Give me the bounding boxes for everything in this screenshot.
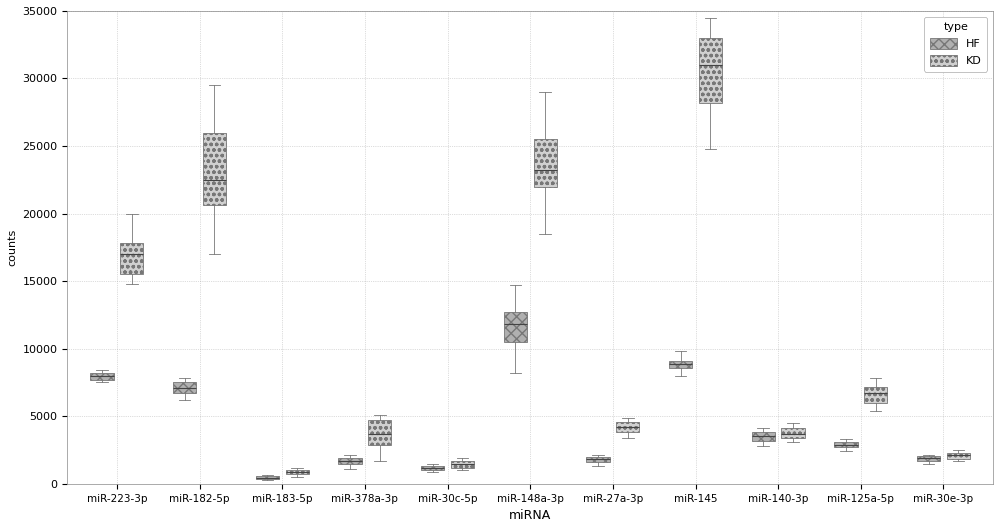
PathPatch shape [451, 461, 474, 468]
PathPatch shape [90, 373, 114, 380]
PathPatch shape [203, 133, 226, 205]
PathPatch shape [421, 466, 444, 470]
PathPatch shape [864, 387, 887, 403]
PathPatch shape [669, 361, 692, 368]
PathPatch shape [504, 312, 527, 342]
PathPatch shape [173, 382, 196, 393]
PathPatch shape [256, 476, 279, 479]
PathPatch shape [120, 243, 143, 275]
PathPatch shape [752, 432, 775, 441]
PathPatch shape [781, 428, 805, 438]
PathPatch shape [586, 457, 610, 462]
PathPatch shape [286, 470, 309, 475]
Legend: HF, KD: HF, KD [924, 16, 987, 71]
PathPatch shape [947, 453, 970, 459]
PathPatch shape [834, 442, 858, 448]
X-axis label: miRNA: miRNA [509, 509, 551, 522]
PathPatch shape [616, 422, 639, 432]
PathPatch shape [338, 458, 362, 464]
PathPatch shape [368, 420, 391, 444]
PathPatch shape [917, 456, 940, 461]
PathPatch shape [534, 139, 557, 187]
Y-axis label: counts: counts [7, 229, 17, 266]
PathPatch shape [699, 38, 722, 103]
